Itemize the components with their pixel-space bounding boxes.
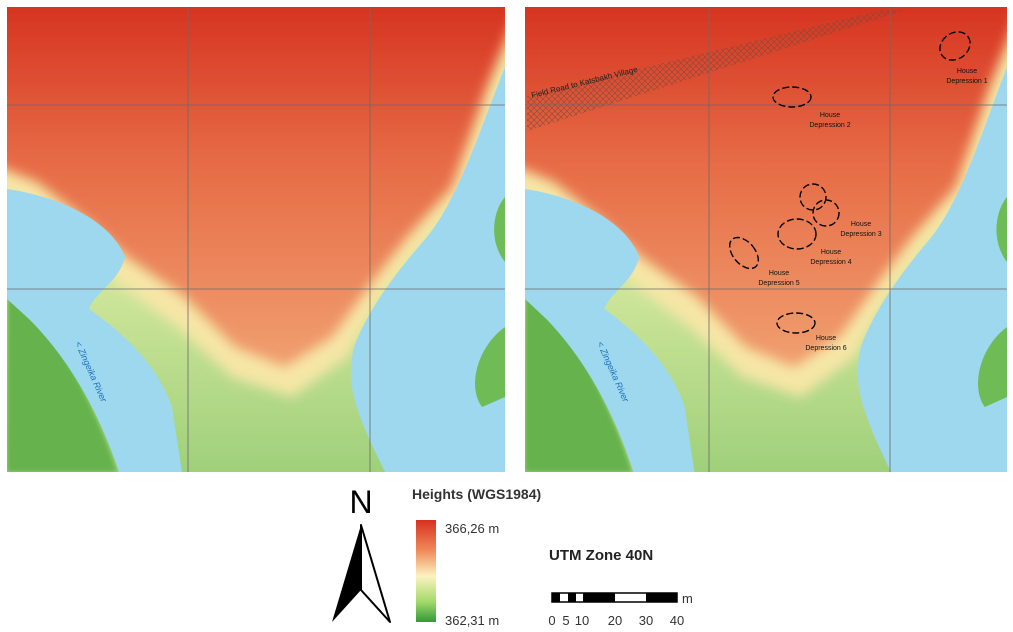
scale-label: 30 [639, 613, 653, 628]
feature-label: Depression 3 [840, 231, 881, 238]
feature-label: House [851, 221, 871, 228]
feature-label: Depression 6 [805, 345, 846, 352]
terrain [0, 0, 527, 472]
scale-unit: m [682, 591, 693, 606]
map-shape [583, 593, 615, 602]
color-ramp [416, 520, 436, 622]
scale-label: 20 [608, 613, 622, 628]
figure: < Zingeika River Field Road to Katsbakh … [0, 0, 1013, 632]
map-shape [646, 593, 677, 602]
terrain [506, 0, 1013, 472]
legend-min: 362,31 m [445, 613, 499, 628]
map-shape [552, 593, 560, 602]
projection-label: UTM Zone 40N [549, 547, 653, 564]
north-arrow [361, 525, 390, 622]
map-left: < Zingeika River [0, 0, 527, 472]
feature-label: House [820, 112, 840, 119]
map-shape [568, 593, 576, 602]
feature-label: Depression 5 [758, 280, 799, 287]
scale-label: 10 [575, 613, 589, 628]
legend-title: Heights (WGS1984) [412, 486, 541, 502]
north-label: N [349, 484, 372, 520]
north-arrow [332, 525, 361, 622]
scale-label: 0 [548, 613, 555, 628]
legend-max: 366,26 m [445, 521, 499, 536]
scale-label: 5 [562, 613, 569, 628]
feature-label: House [816, 335, 836, 342]
scale-label: 40 [670, 613, 684, 628]
page: {"maps": [ {"river_label": "< Zingeika R… [0, 0, 1013, 632]
feature-label: House [957, 68, 977, 75]
map-right: Field Road to Katsbakh Village < Zingeik… [506, 0, 1013, 472]
feature-label: Depression 2 [809, 122, 850, 129]
feature-label: House [821, 249, 841, 256]
feature-label: Depression 1 [946, 78, 987, 85]
scale-bar [552, 593, 677, 602]
legend: N Heights (WGS1984) 366,26 m 362,31 m UT… [332, 484, 693, 628]
feature-label: Depression 4 [810, 259, 851, 266]
feature-label: House [769, 270, 789, 277]
